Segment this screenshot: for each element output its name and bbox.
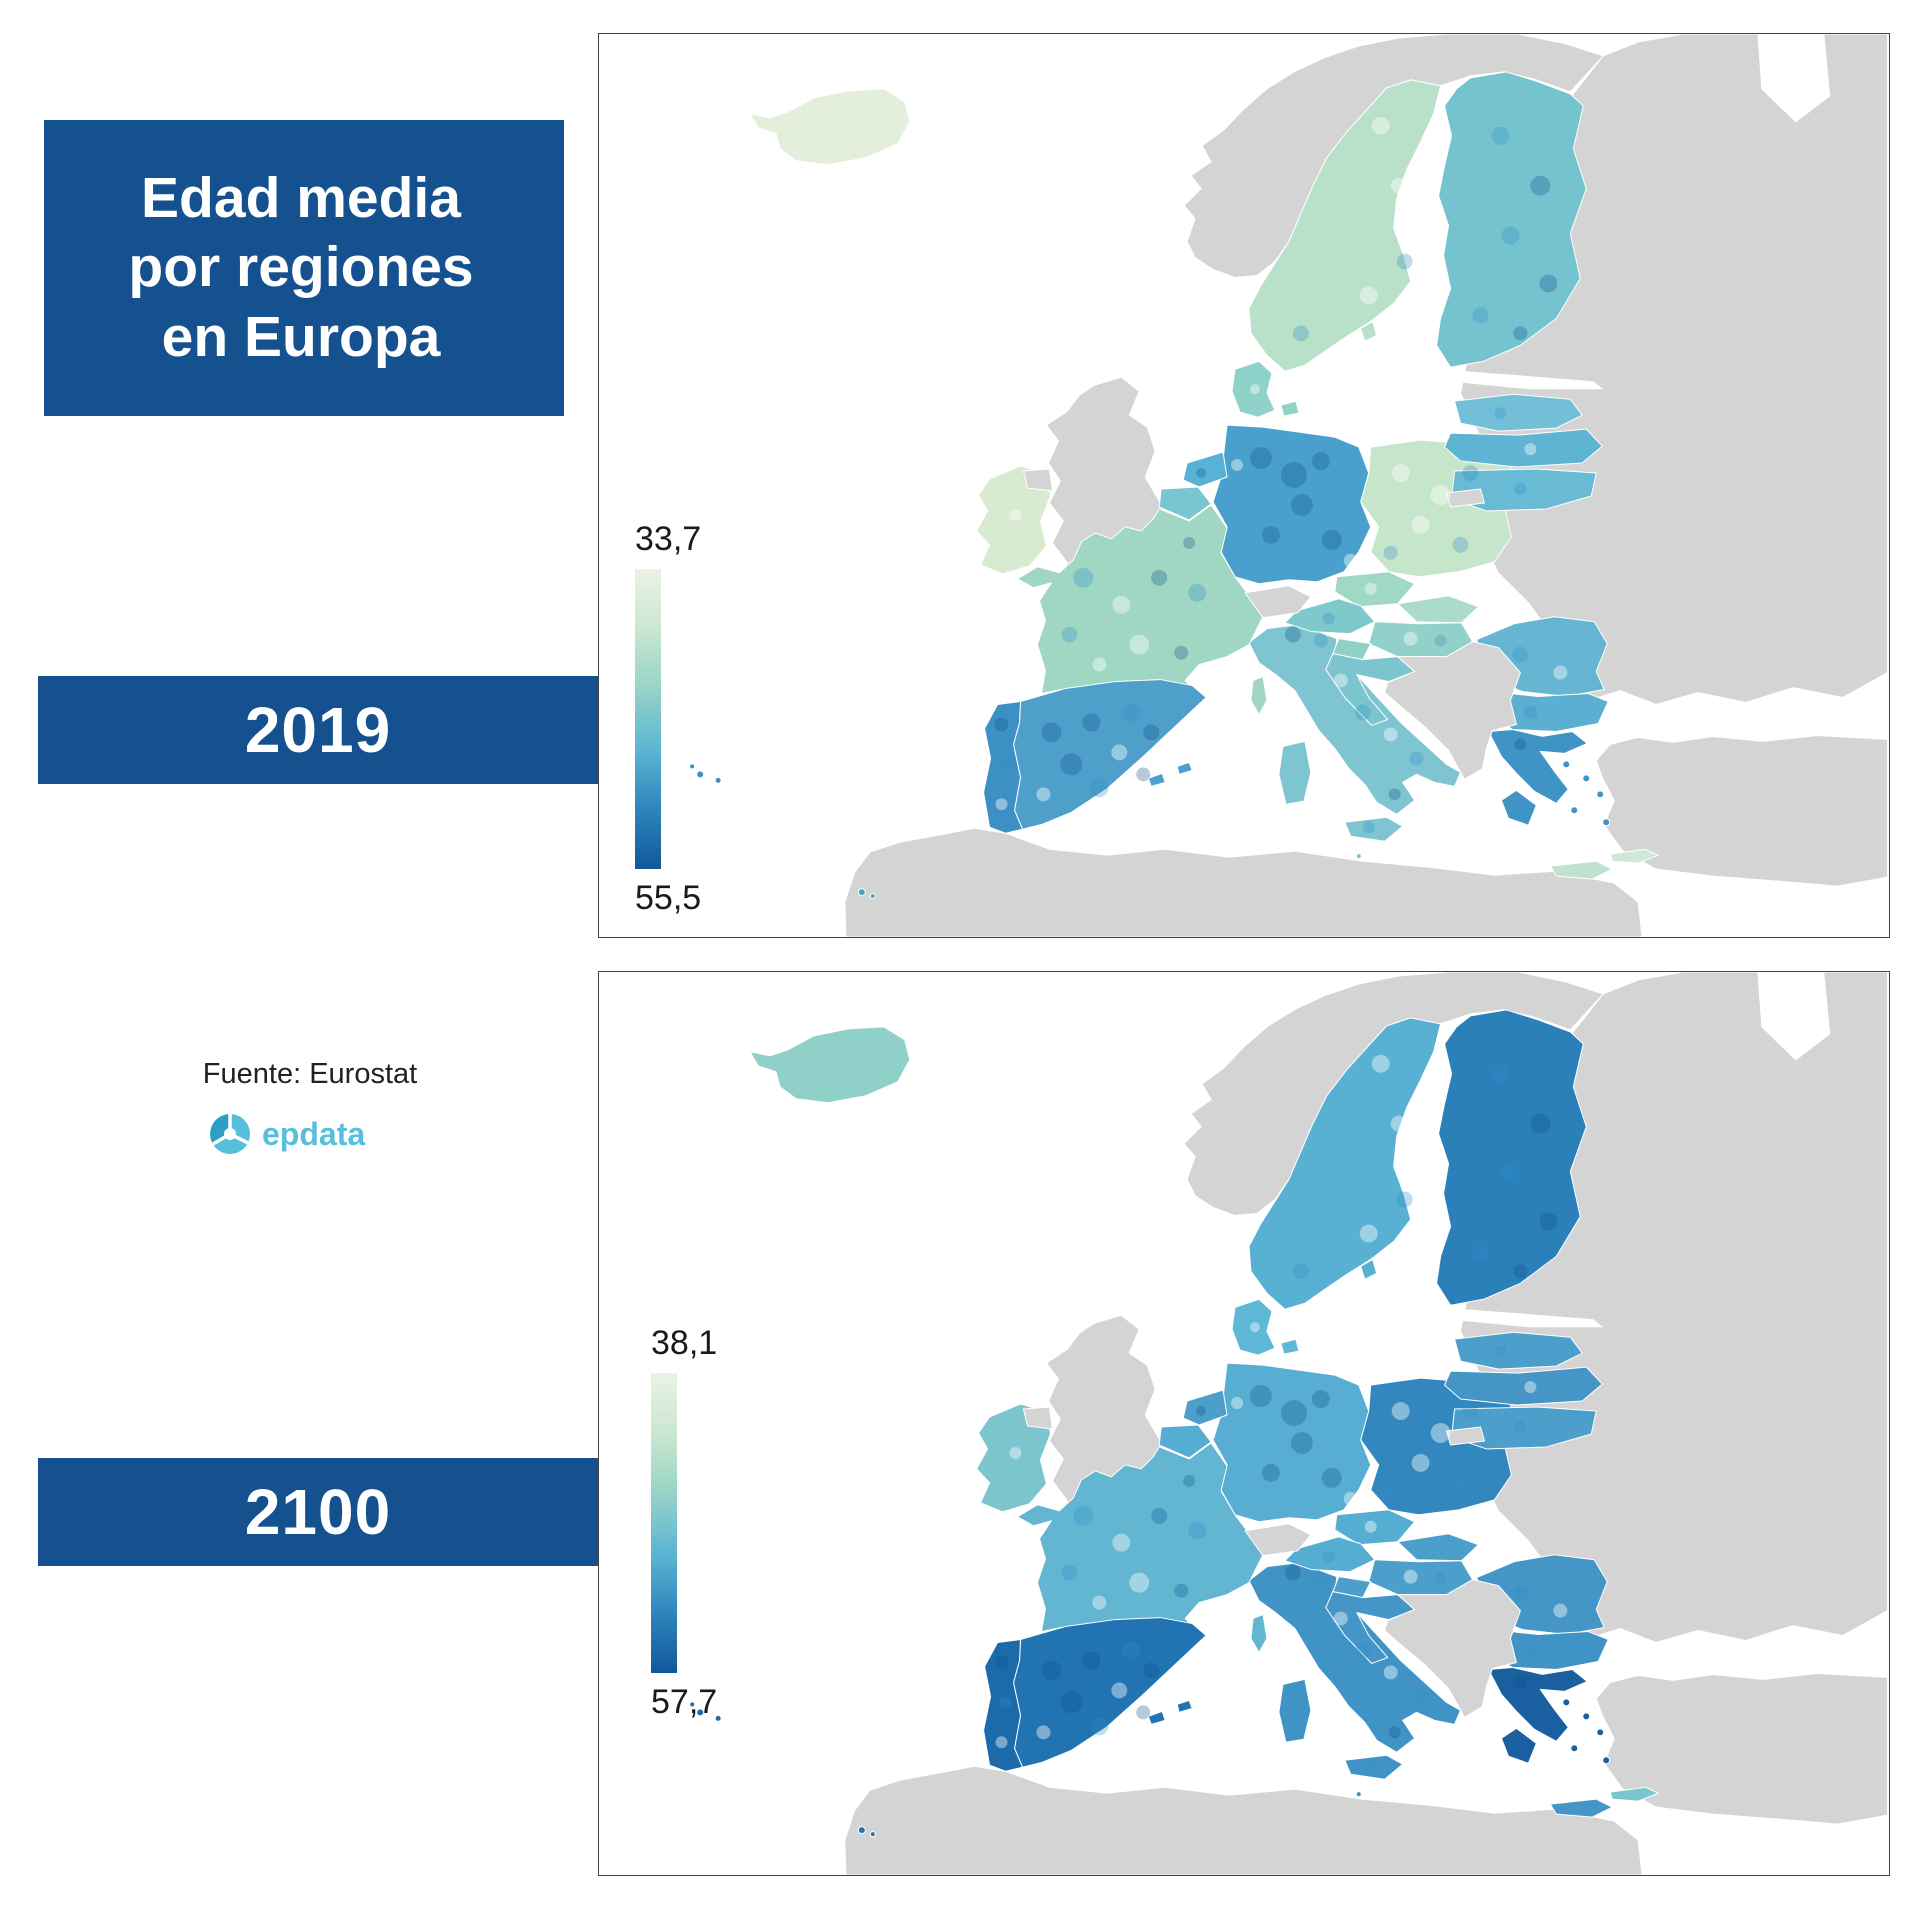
legend-2100-gradient-bar — [651, 1373, 677, 1673]
source-label: Fuente: Eurostat — [202, 1058, 418, 1090]
legend-2019-min-label: 55,5 — [635, 879, 702, 917]
title-line-2: por regiones — [128, 235, 474, 300]
year-label-2019: 2019 — [244, 694, 392, 766]
europe-map-2100 — [689, 972, 1889, 1875]
epdata-brand: epdata — [208, 1112, 365, 1156]
legend-2100-min-label: 57,7 — [651, 1683, 718, 1721]
europe-map-2019 — [689, 34, 1889, 937]
legend-2019: 33,7 55,5 — [635, 520, 701, 918]
map-panel-2100: 38,1 57,7 — [598, 971, 1890, 1876]
epdata-logo-text: epdata — [262, 1115, 366, 1152]
year-label-2100: 2100 — [244, 1476, 392, 1548]
year-banner-2100: 2100 — [38, 1458, 598, 1566]
epdata-logo-icon — [210, 1114, 250, 1154]
year-banner-2019: 2019 — [38, 676, 598, 784]
map-panel-2019: 33,7 55,5 — [598, 33, 1890, 938]
infographic-title-box: Edad media por regiones en Europa — [44, 120, 564, 416]
legend-2019-max-label: 33,7 — [635, 520, 702, 558]
title-line-3: en Europa — [161, 304, 441, 369]
legend-2100-max-label: 38,1 — [651, 1324, 718, 1362]
title-line-1: Edad media — [141, 165, 461, 230]
legend-2019-gradient-bar — [635, 569, 661, 869]
legend-2100: 38,1 57,7 — [651, 1324, 717, 1722]
